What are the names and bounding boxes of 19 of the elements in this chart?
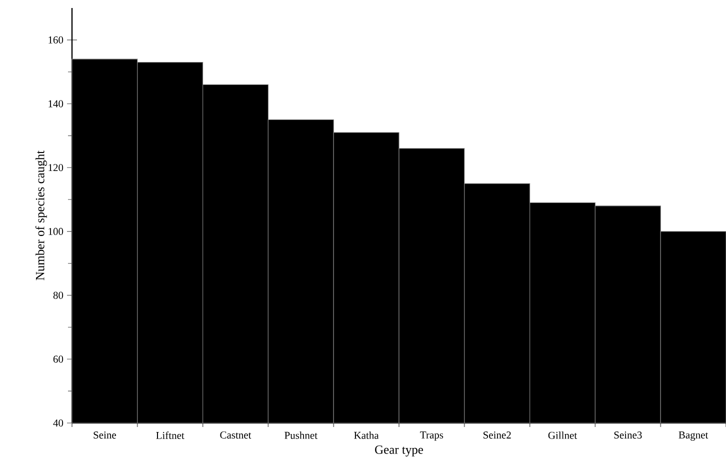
y-tick-label: 40 xyxy=(53,419,64,427)
x-tick-label: Seine3 xyxy=(614,432,642,439)
y-tick-label: 60 xyxy=(53,356,64,363)
x-tick-label: Bagnet xyxy=(678,432,708,441)
x-tick-label: Pushnet xyxy=(284,432,318,439)
x-tick-label: Gillnet xyxy=(548,432,578,439)
x-tick-label: Liftnet xyxy=(156,432,184,440)
y-tick-label: 160 xyxy=(48,36,64,44)
x-tick-label: Castnet xyxy=(220,432,252,439)
x-axis-title: Gear type xyxy=(375,445,424,456)
y-axis-title: Number of species caught xyxy=(35,150,47,280)
x-tick-label: Seine xyxy=(94,432,116,439)
y-tick-label: 120 xyxy=(48,164,64,172)
x-tick-label: Traps xyxy=(420,432,444,441)
y-tick-label: 100 xyxy=(48,228,64,236)
x-tick-label: Seine2 xyxy=(484,432,511,439)
x-tick-label: Katha xyxy=(354,432,379,439)
y-tick-label: 80 xyxy=(53,292,64,299)
y-tick-label: 140 xyxy=(48,100,64,108)
